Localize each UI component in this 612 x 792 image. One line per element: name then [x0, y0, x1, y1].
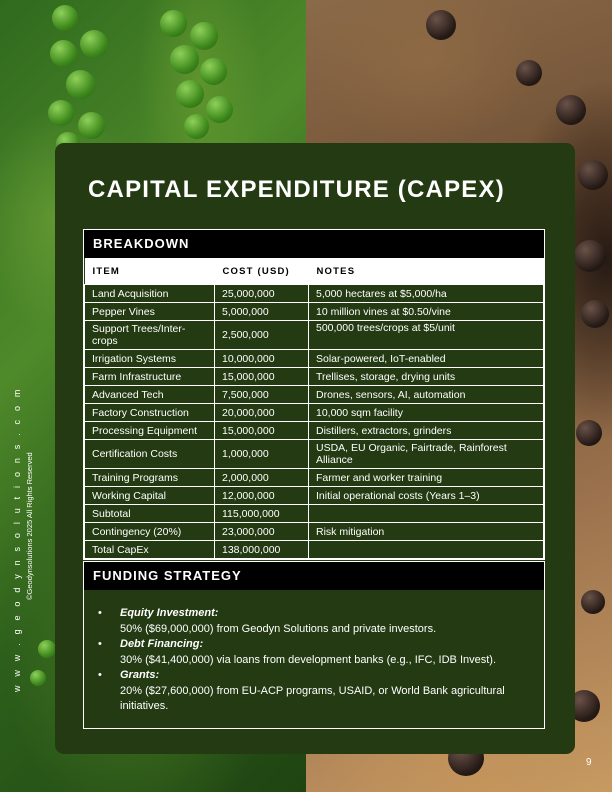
- notes-cell: Farmer and worker training: [308, 468, 544, 487]
- cost-cell: 1,000,000: [214, 439, 309, 469]
- item-cell: Processing Equipment: [84, 421, 215, 440]
- capex-table: ITEM COST (USD) NOTES Land Acquisition 25…: [84, 258, 544, 559]
- table-row: Farm Infrastructure 15,000,000 Trellises, …: [84, 367, 544, 386]
- cost-cell: 2,000,000: [214, 468, 309, 487]
- item-cell: Pepper Vines: [84, 302, 215, 321]
- table-row: Total CapEx 138,000,000: [84, 540, 544, 559]
- cost-cell: 23,000,000: [214, 522, 309, 541]
- notes-cell: [308, 504, 544, 523]
- funding-list: • Equity Investment: 50% ($69,000,000) f…: [84, 590, 544, 715]
- list-item: • Equity Investment: 50% ($69,000,000) f…: [98, 606, 544, 637]
- notes-cell: 10 million vines at $0.50/vine: [308, 302, 544, 321]
- item-cell: Land Acquisition: [84, 284, 215, 303]
- bullet-icon: •: [98, 638, 102, 650]
- notes-cell: Drones, sensors, AI, automation: [308, 385, 544, 404]
- notes-cell: 500,000 trees/crops at $5/unit: [308, 320, 544, 350]
- breakdown-section: BREAKDOWN ITEM COST (USD) NOTES Land Acq…: [83, 229, 545, 560]
- item-cell: Total CapEx: [84, 540, 215, 559]
- table-row: Training Programs 2,000,000 Farmer and wor…: [84, 468, 544, 487]
- table-row: Factory Construction 20,000,000 10,000 sqm…: [84, 403, 544, 422]
- notes-cell: Initial operational costs (Years 1–3): [308, 486, 544, 505]
- item-cell: Subtotal: [84, 504, 215, 523]
- funding-item-title: Debt Financing:: [120, 638, 204, 650]
- notes-cell: Solar-powered, IoT-enabled: [308, 349, 544, 368]
- list-item: • Debt Financing: 30% ($41,400,000) via …: [98, 637, 544, 668]
- item-cell: Farm Infrastructure: [84, 367, 215, 386]
- capex-panel: CAPITAL EXPENDITURE (CAPEX) BREAKDOWN IT…: [55, 143, 575, 754]
- column-header-cost: COST (USD): [214, 258, 309, 285]
- page-number: 9: [586, 757, 592, 768]
- funding-item-text: 30% ($41,400,000) via loans from develop…: [120, 653, 497, 666]
- bullet-icon: •: [98, 607, 102, 619]
- notes-cell: USDA, EU Organic, Fairtrade, Rainforest …: [308, 439, 544, 469]
- cost-cell: 15,000,000: [214, 367, 309, 386]
- cost-cell: 138,000,000: [214, 540, 309, 559]
- copyright-text: ©Geodynsolutions 2025 All Rights Reserve…: [25, 452, 34, 600]
- funding-section: FUNDING STRATEGY • Equity Investment: 50…: [83, 561, 545, 729]
- item-cell: Support Trees/Inter-crops: [84, 320, 215, 350]
- side-credits: w w w . g e o d y n s o l u t i o n s . …: [6, 386, 46, 700]
- cost-cell: 5,000,000: [214, 302, 309, 321]
- page-title: CAPITAL EXPENDITURE (CAPEX): [88, 176, 505, 203]
- notes-cell: Risk mitigation: [308, 522, 544, 541]
- table-row: Certification Costs 1,000,000 USDA, EU Org…: [84, 439, 544, 469]
- table-row: Contingency (20%) 23,000,000 Risk mitigati…: [84, 522, 544, 541]
- table-row: Subtotal 115,000,000: [84, 504, 544, 523]
- table-row: Working Capital 12,000,000 Initial operati…: [84, 486, 544, 505]
- list-item: • Grants: 20% ($27,600,000) from EU-ACP …: [98, 668, 544, 715]
- table-row: Irrigation Systems 10,000,000 Solar-powere…: [84, 349, 544, 368]
- table-row: Processing Equipment 15,000,000 Distillers…: [84, 421, 544, 440]
- cost-cell: 2,500,000: [214, 320, 309, 350]
- item-cell: Training Programs: [84, 468, 215, 487]
- notes-cell: Distillers, extractors, grinders: [308, 421, 544, 440]
- item-cell: Certification Costs: [84, 439, 215, 469]
- cost-cell: 15,000,000: [214, 421, 309, 440]
- item-cell: Factory Construction: [84, 403, 215, 422]
- table-row: Support Trees/Inter-crops 2,500,000 500,00…: [84, 320, 544, 350]
- table-row: Pepper Vines 5,000,000 10 million vines at…: [84, 302, 544, 321]
- column-header-notes: NOTES: [308, 258, 544, 285]
- item-cell: Contingency (20%): [84, 522, 215, 541]
- item-cell: Irrigation Systems: [84, 349, 215, 368]
- website-text: w w w . g e o d y n s o l u t i o n s . …: [12, 386, 22, 692]
- cost-cell: 7,500,000: [214, 385, 309, 404]
- notes-cell: Trellises, storage, drying units: [308, 367, 544, 386]
- breakdown-heading: BREAKDOWN: [84, 230, 544, 258]
- cost-cell: 12,000,000: [214, 486, 309, 505]
- notes-cell: [308, 540, 544, 559]
- cost-cell: 25,000,000: [214, 284, 309, 303]
- item-cell: Advanced Tech: [84, 385, 215, 404]
- item-cell: Working Capital: [84, 486, 215, 505]
- notes-cell: 10,000 sqm facility: [308, 403, 544, 422]
- column-header-item: ITEM: [84, 258, 215, 285]
- bullet-icon: •: [98, 669, 102, 681]
- table-row: Land Acquisition 25,000,000 5,000 hectares…: [84, 284, 544, 303]
- cost-cell: 10,000,000: [214, 349, 309, 368]
- funding-item-title: Grants:: [120, 669, 160, 681]
- funding-item-text: 20% ($27,600,000) from EU-ACP programs, …: [120, 684, 505, 713]
- funding-heading: FUNDING STRATEGY: [84, 562, 544, 590]
- funding-item-title: Equity Investment:: [120, 607, 219, 619]
- notes-cell: 5,000 hectares at $5,000/ha: [308, 284, 544, 303]
- table-header-row: ITEM COST (USD) NOTES: [84, 258, 544, 285]
- funding-item-text: 50% ($69,000,000) from Geodyn Solutions …: [120, 622, 437, 635]
- table-row: Advanced Tech 7,500,000 Drones, sensors, A…: [84, 385, 544, 404]
- cost-cell: 115,000,000: [214, 504, 309, 523]
- cost-cell: 20,000,000: [214, 403, 309, 422]
